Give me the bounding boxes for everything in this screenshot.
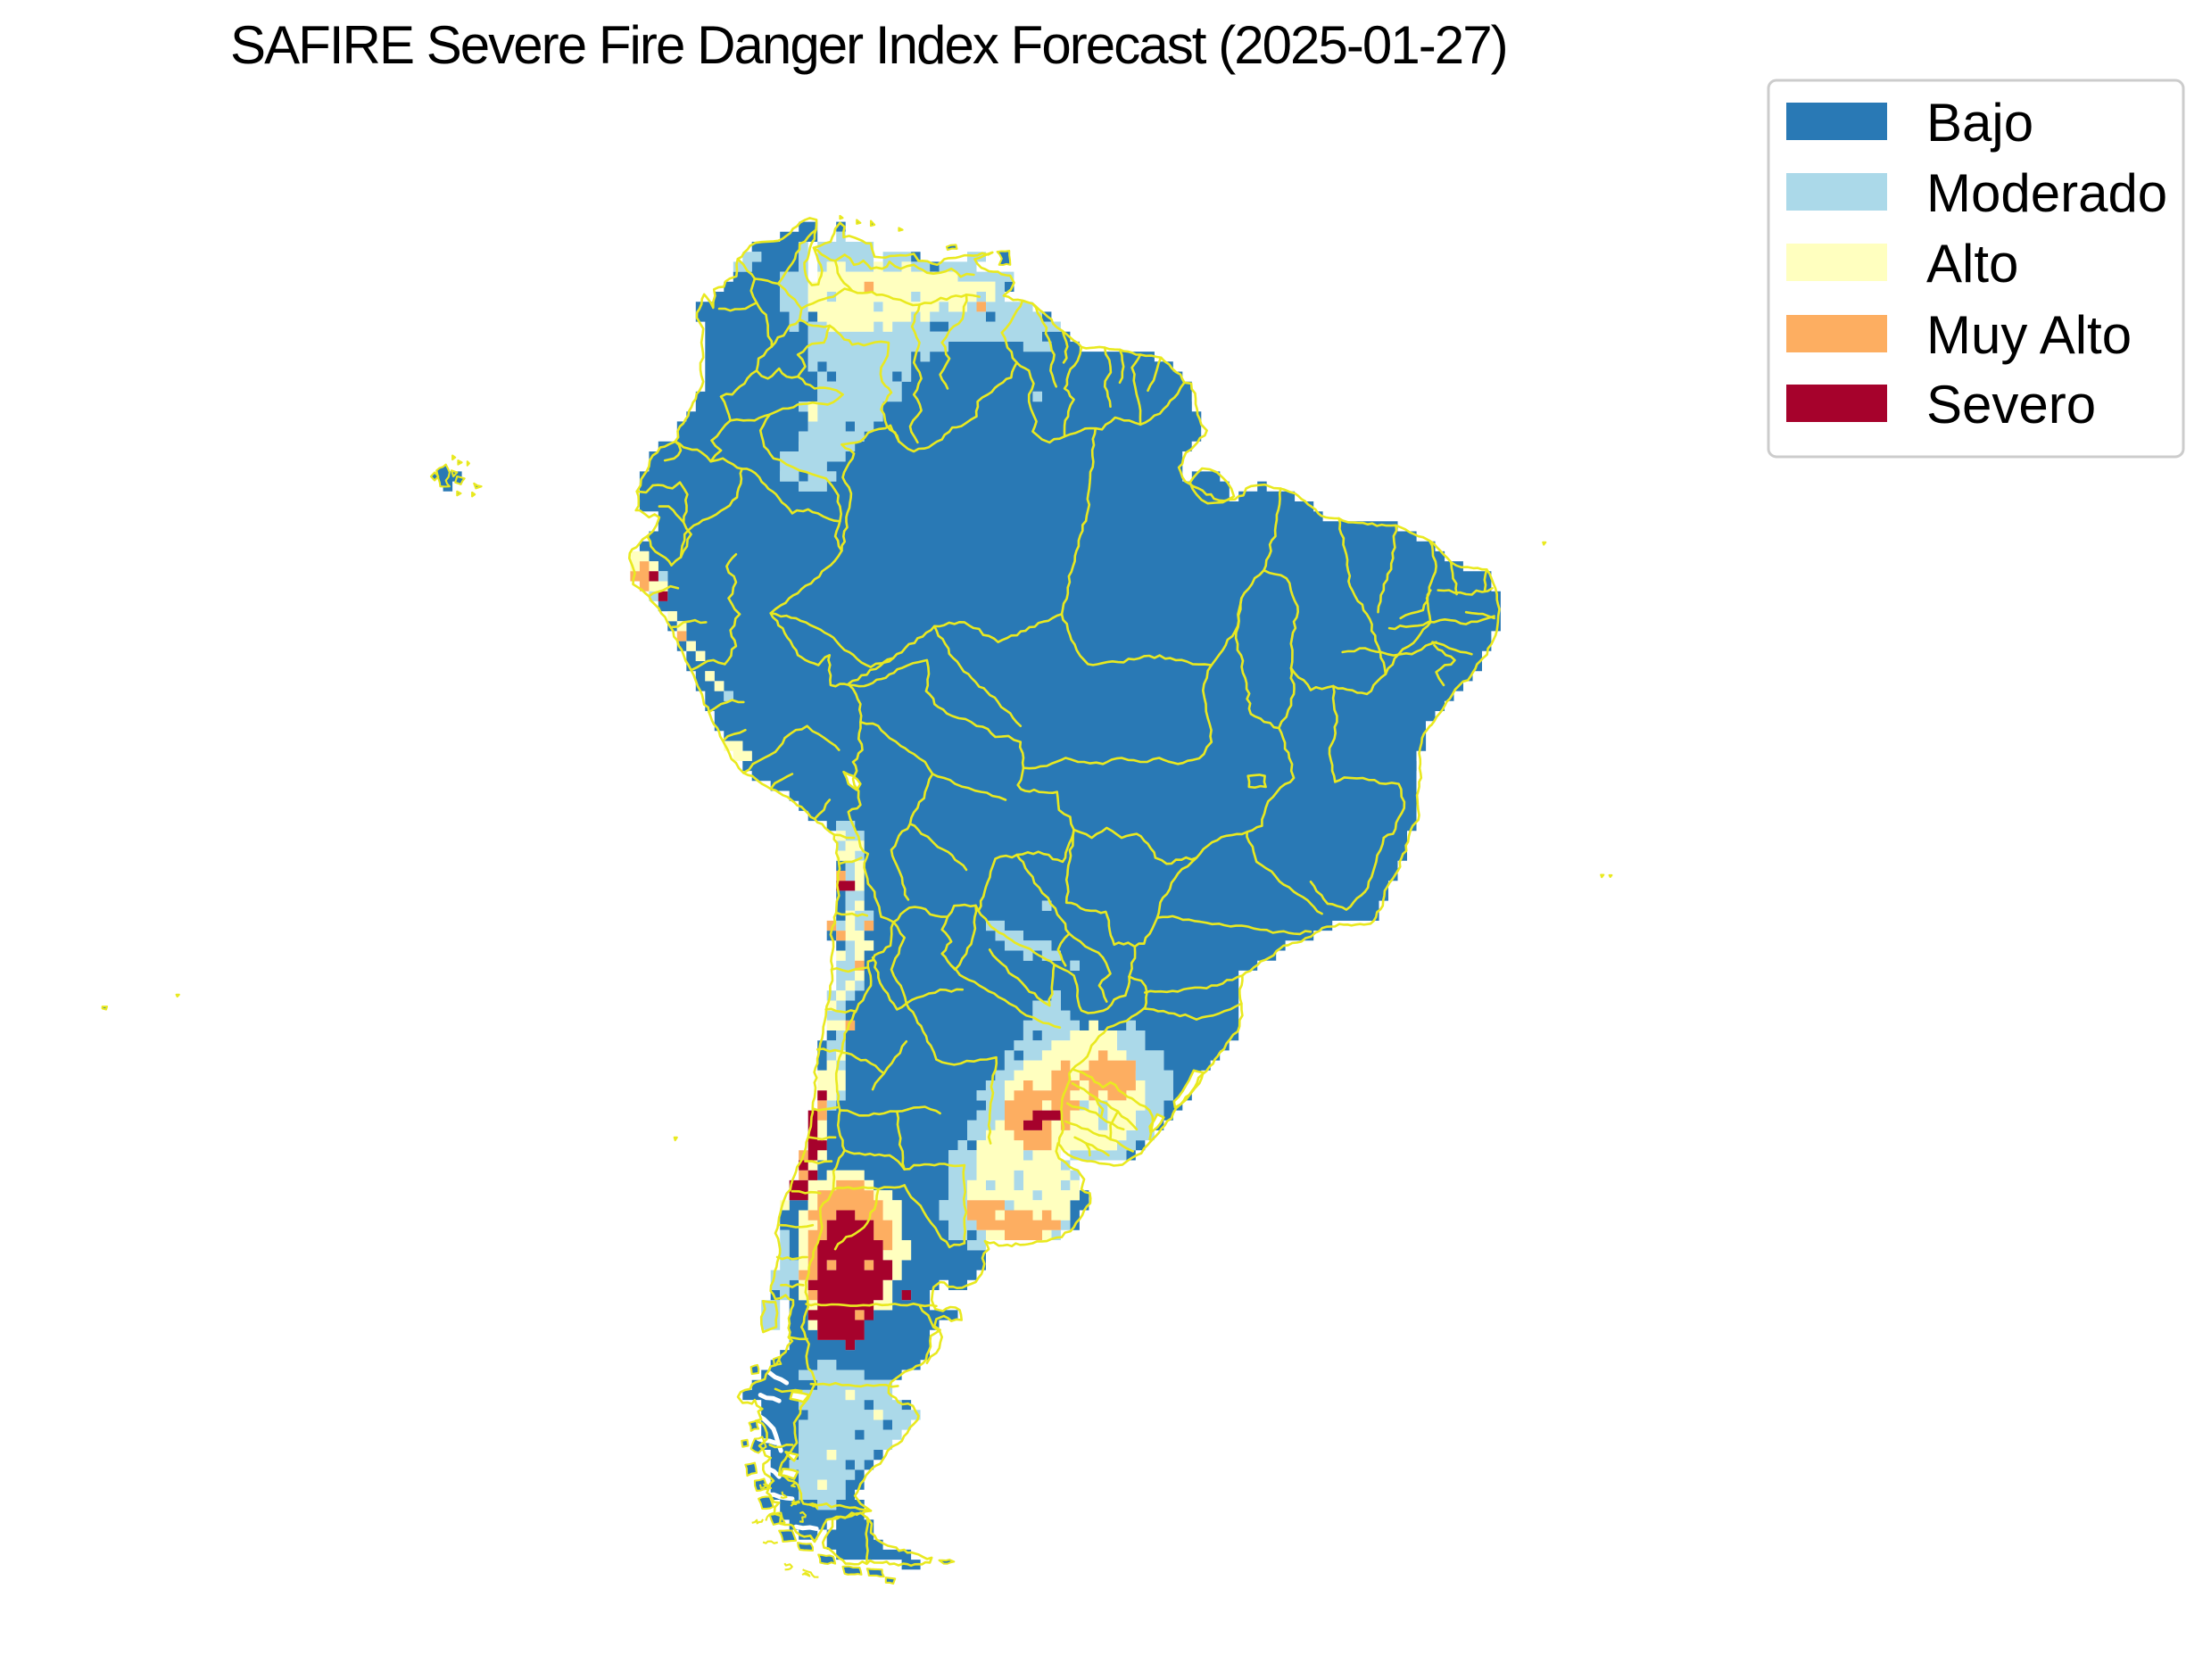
svg-text:Severo: Severo — [1926, 375, 2096, 434]
svg-text:Moderado: Moderado — [1926, 163, 2167, 223]
svg-text:Alto: Alto — [1926, 234, 2018, 294]
svg-text:Muy Alto: Muy Alto — [1926, 305, 2132, 365]
svg-text:Bajo: Bajo — [1926, 93, 2033, 153]
svg-text:SAFIRE Severe Fire Danger Inde: SAFIRE Severe Fire Danger Index Forecast… — [230, 15, 1507, 75]
